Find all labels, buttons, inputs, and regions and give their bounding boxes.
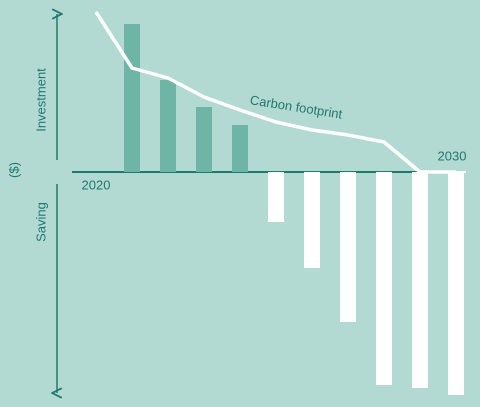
bar [376, 172, 392, 385]
bar [196, 107, 212, 172]
bar [304, 172, 320, 268]
bar [268, 172, 284, 222]
bar [412, 172, 428, 388]
y-label-unit: ($) [6, 162, 21, 178]
bar [340, 172, 356, 322]
y-label-top: Investment [33, 68, 48, 132]
bar [124, 24, 140, 172]
bar [232, 125, 248, 172]
x-tick-label: 2030 [438, 148, 467, 163]
x-tick-label: 2020 [82, 177, 111, 192]
carbon-line [94, 11, 456, 174]
bar [448, 172, 464, 395]
y-label-bottom: Saving [33, 202, 48, 242]
bar [160, 80, 176, 172]
